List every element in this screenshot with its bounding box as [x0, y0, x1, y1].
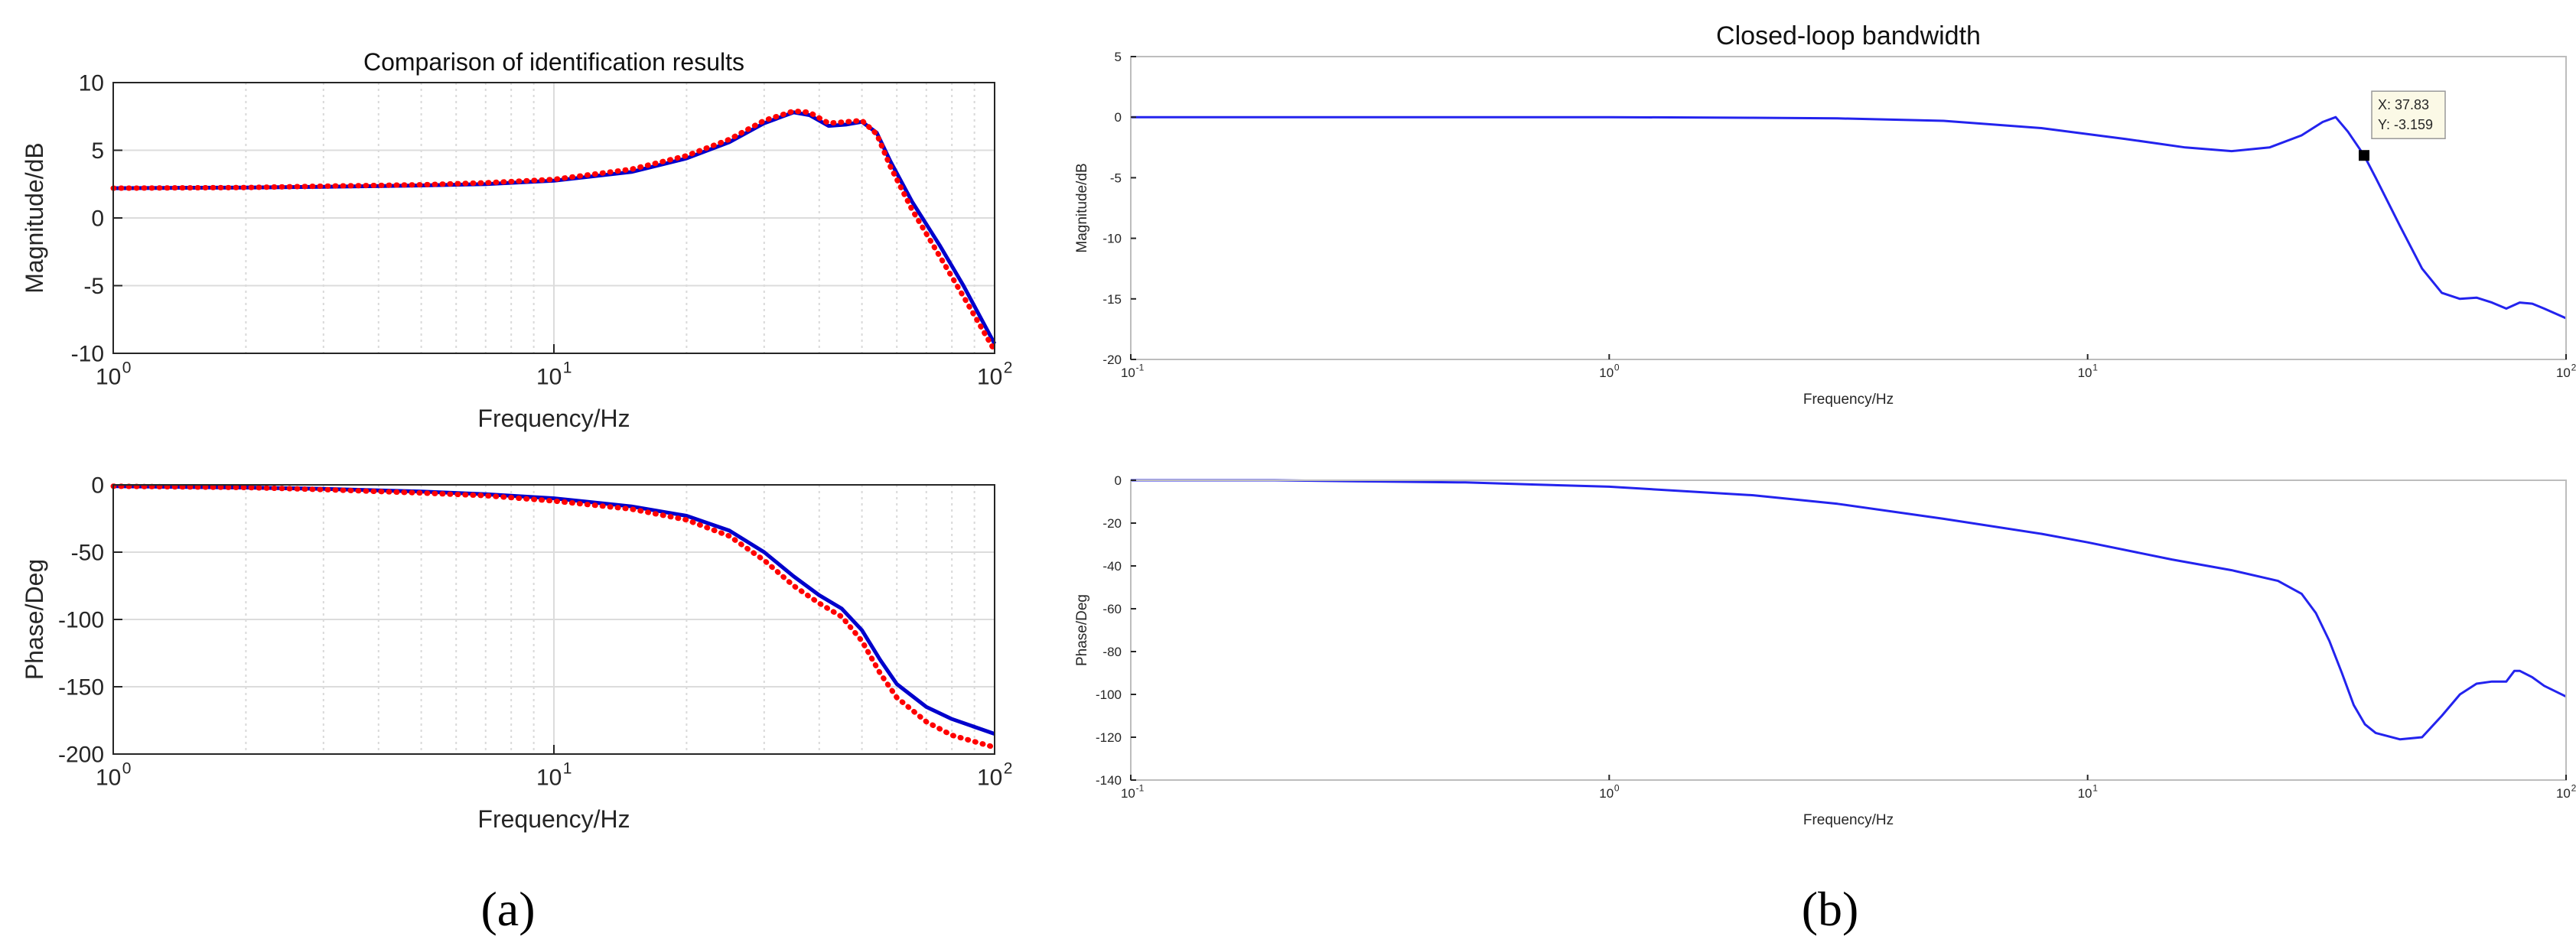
x-tick-label: 10: [536, 365, 562, 390]
x-tick-exponent: 0: [122, 760, 132, 778]
y-tick-label: -80: [1102, 645, 1122, 659]
y-tick-label: -5: [1110, 171, 1122, 185]
y-tick-label: -40: [1102, 559, 1122, 574]
chart-b-title: Closed-loop bandwidth: [1716, 21, 1981, 50]
x-tick-label: 10: [536, 766, 562, 791]
x-tick-exponent: -1: [1136, 782, 1145, 793]
series-line-0: [1131, 115, 2567, 320]
datatip-text: Y: -3.159: [2378, 117, 2433, 132]
chart-a-magnitude-xlabel: Frequency/Hz: [477, 405, 630, 432]
datatip-box: [2371, 90, 2446, 139]
series-line-1: [110, 108, 998, 353]
x-tick-label: 10: [1599, 366, 1614, 380]
x-tick-label: 10: [977, 365, 1002, 390]
y-tick-label: -100: [1096, 688, 1122, 702]
y-tick-label: -15: [1102, 292, 1122, 307]
y-tick-label: -5: [83, 274, 104, 299]
y-tick-label: 0: [91, 473, 104, 499]
y-tick-label: 5: [91, 138, 104, 164]
y-tick-label: 5: [1115, 50, 1122, 64]
y-tick-label: -140: [1096, 773, 1122, 788]
x-tick-label: 10: [977, 766, 1002, 791]
chart-a-phase: Phase/Deg Frequency/Hz -200-150-100-5001…: [21, 473, 1012, 834]
y-tick-label: -50: [71, 541, 104, 566]
y-tick-label: -10: [1102, 232, 1122, 246]
y-tick-label: 0: [1115, 110, 1122, 125]
x-tick-label: 10: [96, 766, 121, 791]
x-tick-exponent: 0: [122, 359, 132, 377]
x-tick-label: 10: [1121, 366, 1135, 380]
chart-b-phase-xlabel: Frequency/Hz: [1803, 812, 1894, 828]
chart-a-phase-ylabel: Phase/Deg: [21, 559, 48, 680]
y-tick-label: 0: [1115, 473, 1122, 488]
x-tick-exponent: 2: [1004, 760, 1013, 778]
x-tick-label: 10: [2078, 786, 2092, 801]
y-tick-label: -120: [1096, 730, 1122, 745]
y-tick-label: -20: [1102, 353, 1122, 367]
x-tick-exponent: 2: [2571, 362, 2576, 372]
chart-b-magnitude: Closed-loop bandwidth Magnitude/dB Frequ…: [1074, 21, 2576, 408]
x-tick-exponent: 0: [1614, 362, 1620, 372]
x-tick-exponent: 1: [2092, 362, 2098, 372]
y-tick-label: 0: [91, 206, 104, 232]
chart-b-phase-ylabel: Phase/Deg: [1074, 594, 1090, 666]
plot-frame: [1130, 56, 2567, 360]
chart-b-phase: Phase/Deg Frequency/Hz -140-120-100-80-6…: [1074, 473, 2576, 828]
x-tick-exponent: 1: [563, 760, 572, 778]
x-tick-label: 10: [2556, 366, 2571, 380]
chart-a-title: Comparison of identification results: [363, 48, 744, 76]
x-tick-label: 10: [2556, 786, 2571, 801]
y-tick-label: -60: [1102, 602, 1122, 616]
y-tick-label: -10: [71, 342, 104, 367]
chart-a-phase-xlabel: Frequency/Hz: [477, 805, 630, 833]
series-line-0: [1131, 479, 2567, 741]
x-tick-label: 10: [1121, 786, 1135, 801]
series-line-1: [110, 483, 998, 750]
x-tick-label: 10: [2078, 366, 2092, 380]
panel-label-a: (a): [480, 882, 535, 936]
x-tick-exponent: 2: [2571, 782, 2576, 793]
x-tick-label: 10: [96, 365, 121, 390]
plot-frame: [1130, 480, 2567, 781]
grid-1: [112, 484, 995, 755]
y-tick-label: -20: [1102, 516, 1122, 531]
x-tick-exponent: 1: [2092, 782, 2098, 793]
panel-label-b: (b): [1802, 882, 1859, 936]
chart-a-magnitude: Comparison of identification results Mag…: [21, 48, 1012, 432]
datatip-text: X: 37.83: [2378, 97, 2429, 112]
y-tick-label: 10: [79, 71, 104, 96]
chart-b-magnitude-ylabel: Magnitude/dB: [1074, 163, 1090, 252]
x-tick-exponent: 2: [1004, 359, 1013, 377]
x-tick-label: 10: [1599, 786, 1614, 801]
datatip-marker: [2359, 150, 2370, 161]
y-tick-label: -200: [58, 743, 104, 768]
chart-b-magnitude-xlabel: Frequency/Hz: [1803, 392, 1894, 408]
x-tick-exponent: 1: [563, 359, 572, 377]
x-tick-exponent: 0: [1614, 782, 1620, 793]
y-tick-label: -150: [58, 675, 104, 701]
y-tick-label: -100: [58, 608, 104, 633]
x-tick-exponent: -1: [1136, 362, 1145, 372]
chart-a-magnitude-ylabel: Magnitude/dB: [21, 142, 48, 293]
